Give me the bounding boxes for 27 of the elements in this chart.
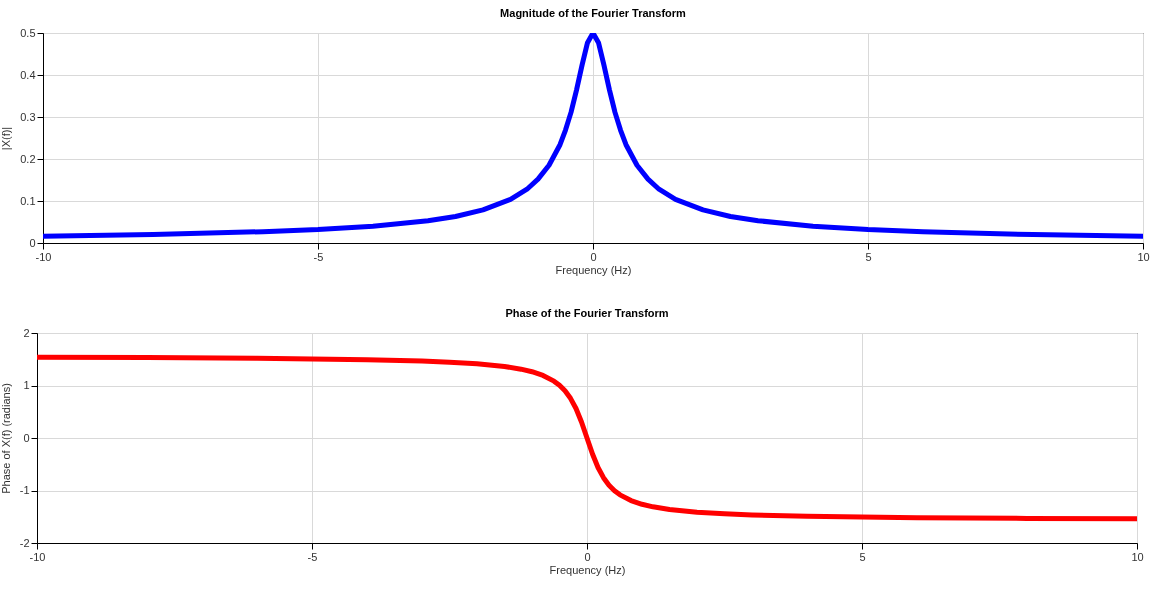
x-tick-label: 5 (859, 550, 866, 563)
y-tick-label: 0.4 (20, 68, 36, 81)
x-tick-label: 5 (865, 250, 872, 263)
y-tick-label: -2 (19, 536, 30, 549)
y-tick-label: 0.1 (20, 194, 36, 207)
x-tick-label: -5 (313, 250, 324, 263)
x-tick-label: 0 (590, 250, 597, 263)
chart-title: Phase of the Fourier Transform (505, 307, 669, 319)
chart-title: Magnitude of the Fourier Transform (500, 7, 687, 19)
y-tick-label: 2 (23, 326, 30, 339)
x-tick-label: 0 (584, 550, 591, 563)
x-tick-label: -10 (29, 550, 46, 563)
y-tick-label: 0 (23, 431, 30, 444)
y-axis-title: Phase of X(f) (radians) (0, 383, 12, 494)
x-tick-label: -10 (35, 250, 52, 263)
x-tick-label: 10 (1137, 250, 1150, 263)
y-tick-label: 0 (29, 236, 36, 249)
y-tick-label: 0.5 (20, 26, 36, 39)
y-tick-label: 1 (23, 379, 30, 391)
x-tick-label: 10 (1131, 550, 1144, 563)
x-tick-label: -5 (307, 550, 318, 563)
y-tick-label: -1 (19, 484, 30, 496)
y-tick-label: 0.3 (20, 110, 36, 123)
x-axis-title: Frequency (Hz) (555, 263, 632, 276)
x-axis-title: Frequency (Hz) (549, 563, 626, 576)
y-axis-title: |X(f)| (0, 126, 13, 151)
y-tick-label: 0.2 (20, 152, 36, 165)
